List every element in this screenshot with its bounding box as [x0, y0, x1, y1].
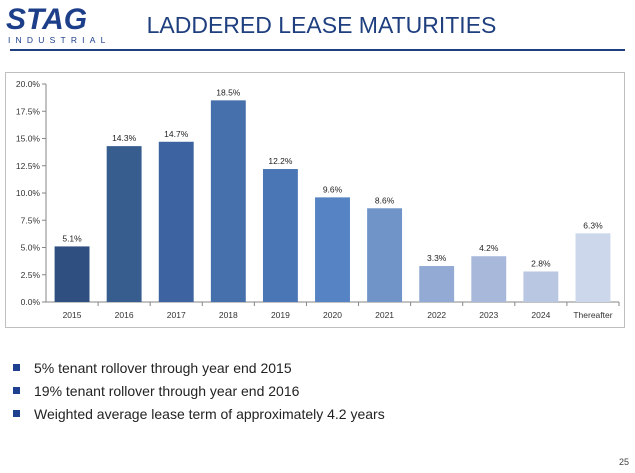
- stag-logo: STAG INDUSTRIAL: [6, 4, 110, 48]
- data-label: 3.3%: [427, 253, 447, 263]
- bar: [471, 256, 507, 302]
- data-label: 6.3%: [583, 220, 603, 230]
- bullet-text: 5% tenant rollover through year end 2015: [34, 359, 292, 376]
- bar: [54, 246, 90, 302]
- bullet-list: 5% tenant rollover through year end 2015…: [13, 356, 385, 425]
- x-tick-label: 2018: [219, 310, 238, 320]
- bar: [106, 146, 142, 302]
- bullet-square-icon: [13, 387, 20, 394]
- title-divider: [10, 49, 625, 51]
- data-label: 5.1%: [62, 233, 82, 243]
- bullet-item: Weighted average lease term of approxima…: [13, 402, 385, 425]
- x-tick-label: 2022: [427, 310, 446, 320]
- bullet-item: 19% tenant rollover through year end 201…: [13, 379, 385, 402]
- bullet-text: Weighted average lease term of approxima…: [34, 405, 385, 422]
- data-label: 2.8%: [531, 258, 551, 268]
- bar: [523, 271, 559, 302]
- bar: [367, 208, 403, 302]
- x-tick-label: Thereafter: [573, 310, 612, 320]
- bullet-square-icon: [13, 364, 20, 371]
- y-tick-label: 7.5%: [21, 215, 41, 225]
- data-label: 14.3%: [112, 133, 137, 143]
- x-tick-label: 2023: [479, 310, 498, 320]
- bullet-square-icon: [13, 410, 20, 417]
- x-tick-label: 2019: [271, 310, 290, 320]
- x-tick-label: 2017: [167, 310, 186, 320]
- y-tick-label: 20.0%: [16, 79, 41, 89]
- bullet-item: 5% tenant rollover through year end 2015: [13, 356, 385, 379]
- bar: [158, 141, 194, 302]
- y-tick-label: 2.5%: [21, 270, 41, 280]
- bar: [262, 169, 298, 302]
- data-label: 9.6%: [323, 184, 343, 194]
- slide-title: LADDERED LEASE MATURITIES: [146, 12, 497, 38]
- y-tick-label: 15.0%: [16, 134, 41, 144]
- data-label: 14.7%: [164, 129, 189, 139]
- lease-maturity-chart: 0.0% 2.5% 5.0% 7.5% 10.0% 12.5% 15.0% 17.5% 20.0…: [16, 79, 620, 320]
- y-tick-label: 10.0%: [16, 188, 41, 198]
- bar: [315, 197, 350, 302]
- x-tick-label: 2016: [115, 310, 134, 320]
- data-label: 18.5%: [216, 87, 241, 97]
- chart-frame: 0.0% 2.5% 5.0% 7.5% 10.0% 12.5% 15.0% 17.5% 20.0…: [5, 72, 625, 328]
- x-tick-label: 2021: [375, 310, 394, 320]
- y-tick-label: 17.5%: [16, 106, 41, 116]
- bar: [210, 100, 246, 302]
- y-tick-label: 5.0%: [21, 243, 41, 253]
- data-label: 12.2%: [268, 156, 293, 166]
- page-number: 25: [618, 457, 629, 467]
- bullet-text: 19% tenant rollover through year end 201…: [34, 382, 300, 399]
- logo-subtitle: INDUSTRIAL: [8, 35, 111, 45]
- x-tick-label: 2020: [323, 310, 342, 320]
- x-tick-label: 2015: [63, 310, 82, 320]
- x-tick-label: 2024: [531, 310, 550, 320]
- y-tick-label: 12.5%: [16, 161, 41, 171]
- bar: [419, 266, 455, 302]
- logo-wordmark: STAG: [6, 3, 88, 36]
- data-label: 4.2%: [479, 243, 499, 253]
- y-tick-label: 0.0%: [21, 297, 41, 307]
- bar: [575, 233, 611, 302]
- data-label: 8.6%: [375, 195, 395, 205]
